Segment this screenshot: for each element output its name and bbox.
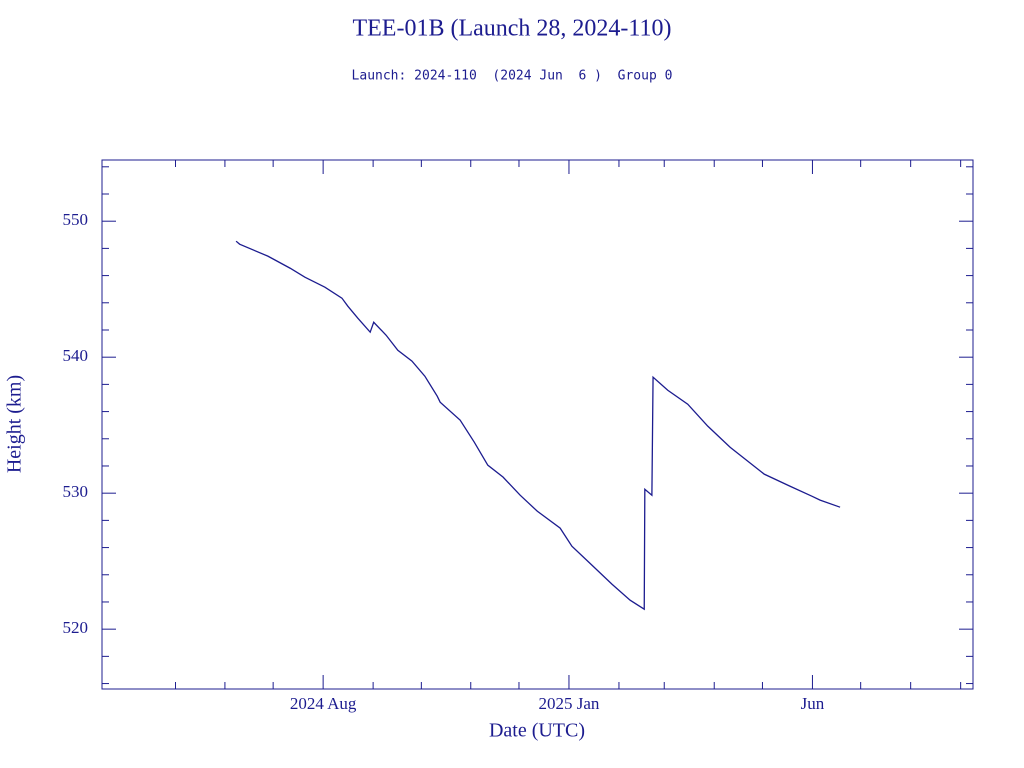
y-tick-label: 520 [63, 618, 89, 637]
x-axis-label: Date (UTC) [489, 720, 585, 742]
chart-subtitle: Launch: 2024-110 (2024 Jun 6 ) Group 0 [352, 69, 673, 84]
y-tick-label: 540 [63, 346, 89, 365]
plot-frame [101, 159, 974, 690]
y-tick-label: 530 [63, 482, 89, 501]
x-tick-label: 2024 Aug [290, 694, 357, 713]
y-tick-label: 550 [63, 210, 89, 229]
chart-title: TEE-01B (Launch 28, 2024-110) [352, 16, 671, 42]
x-tick-label: Jun [801, 694, 825, 713]
y-axis-label: Height (km) [4, 375, 26, 473]
data-line [235, 240, 841, 611]
x-tick-label: 2025 Jan [539, 694, 600, 713]
